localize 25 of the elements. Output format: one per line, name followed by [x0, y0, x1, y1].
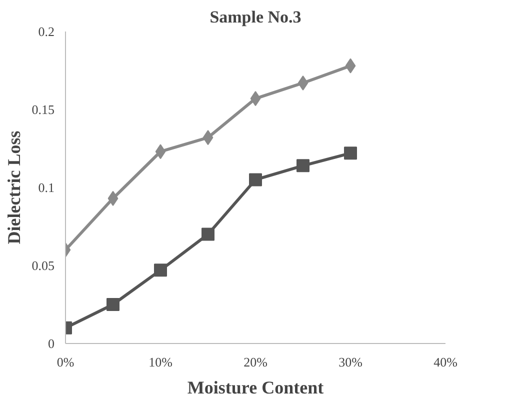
point	[296, 159, 310, 172]
point	[298, 75, 308, 90]
point	[250, 91, 261, 106]
chart-title: Sample No.3	[210, 8, 302, 26]
y-tick-label: 0.05	[32, 258, 54, 273]
point	[154, 264, 167, 277]
point	[249, 173, 262, 186]
point	[108, 190, 118, 206]
point	[344, 146, 357, 160]
point	[106, 298, 120, 311]
y-tick-label: 0.2	[38, 24, 54, 39]
y-tick-label: 0	[48, 336, 54, 351]
x-tick-label: 40%	[434, 354, 458, 370]
x-tick-label: 10%	[148, 354, 173, 370]
y-tick-label: 0.15	[32, 102, 54, 117]
point	[202, 228, 214, 241]
x-tick-label: 0%	[56, 354, 74, 370]
x-axis-title: Moisture Content	[187, 378, 324, 398]
x-tick-label: 20%	[244, 354, 268, 370]
x-tick-label: 30%	[338, 354, 363, 370]
point	[155, 144, 166, 160]
point	[202, 130, 214, 146]
point	[345, 58, 356, 74]
y-tick-label: 0.1	[38, 180, 54, 195]
y-axis-title: Dielectric Loss	[4, 130, 24, 244]
